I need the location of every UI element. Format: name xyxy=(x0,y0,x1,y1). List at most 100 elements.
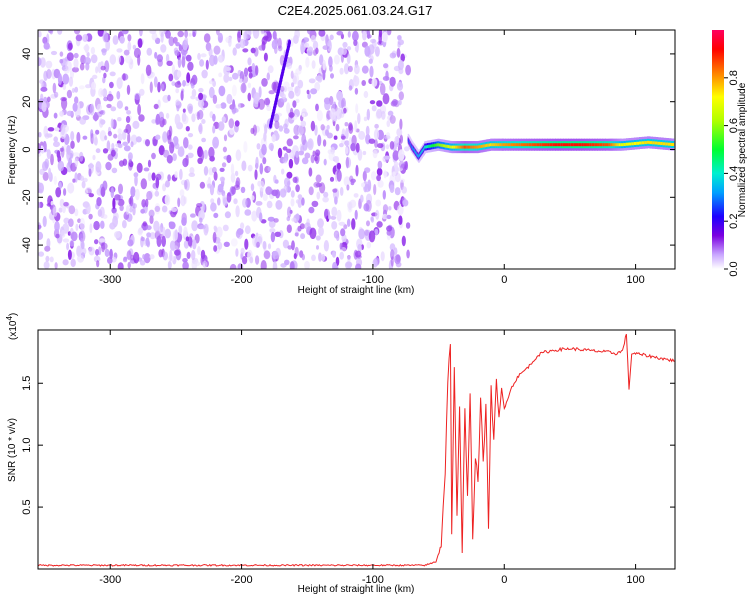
heatmap-cell xyxy=(55,187,62,198)
heatmap-cell xyxy=(365,199,372,212)
heatmap-cell xyxy=(389,76,396,87)
heatmap-cell xyxy=(93,221,99,226)
heatmap-cell xyxy=(40,57,46,68)
heatmap-cell xyxy=(500,143,503,147)
heatmap-cell xyxy=(307,30,313,35)
y-tick-label: 0 xyxy=(21,146,33,152)
heatmap-cell xyxy=(153,220,160,232)
x-tick-label: 100 xyxy=(626,274,644,286)
heatmap-cell xyxy=(187,133,194,138)
heatmap-cell xyxy=(132,206,136,216)
heatmap-cell xyxy=(117,198,125,207)
heatmap-cell xyxy=(162,226,166,239)
heatmap-cell xyxy=(376,143,384,149)
heatmap-cell xyxy=(42,215,47,228)
heatmap-cell xyxy=(199,224,206,230)
heatmap-cell xyxy=(531,143,535,147)
heatmap-cell xyxy=(332,251,336,258)
heatmap-cell xyxy=(370,216,374,222)
heatmap-cell xyxy=(161,205,168,213)
heatmap-cell xyxy=(368,58,373,64)
heatmap-cell xyxy=(314,124,318,136)
heatmap-cell xyxy=(97,209,103,217)
heatmap-cell xyxy=(316,245,319,250)
heatmap-cell xyxy=(641,141,646,145)
heatmap-cell xyxy=(390,256,394,267)
heatmap-cell xyxy=(364,167,371,173)
heatmap-cell xyxy=(490,143,493,147)
heatmap-cell xyxy=(74,86,79,93)
heatmap-cell xyxy=(118,160,125,167)
heatmap-cell xyxy=(288,158,294,169)
heatmap-cell xyxy=(135,136,142,143)
heatmap-cell xyxy=(74,208,79,217)
heatmap-cell xyxy=(54,127,60,132)
heatmap-cell xyxy=(171,64,176,75)
heatmap-cell xyxy=(387,110,394,117)
heatmap-cell xyxy=(154,190,160,197)
heatmap-cell xyxy=(617,143,620,147)
heatmap-cell xyxy=(166,60,173,66)
heatmap-cell xyxy=(167,174,171,182)
heatmap-cell xyxy=(218,85,226,97)
heatmap-cell xyxy=(382,76,390,81)
heatmap-cell xyxy=(50,50,58,56)
heatmap-cell xyxy=(388,206,392,211)
heatmap-cell xyxy=(267,243,272,250)
heatmap-cell xyxy=(270,231,276,243)
heatmap-cell xyxy=(220,102,227,109)
heatmap-cell xyxy=(311,254,316,262)
heatmap-cell xyxy=(77,254,85,263)
heatmap-cell xyxy=(197,109,204,120)
heatmap-cell xyxy=(652,141,656,145)
heatmap-cell xyxy=(398,99,402,106)
heatmap-cell xyxy=(97,30,104,37)
heatmap-cell xyxy=(38,231,44,240)
heatmap-cell xyxy=(670,143,675,146)
heatmap-cell xyxy=(286,102,291,115)
heatmap-cell xyxy=(268,142,274,151)
heatmap-cell xyxy=(305,56,310,68)
heatmap-cell xyxy=(181,114,189,125)
heatmap-cell xyxy=(297,79,304,89)
heatmap-cell xyxy=(100,119,106,125)
heatmap-cell xyxy=(66,242,70,251)
heatmap-cell xyxy=(426,145,430,149)
heatmap-cell xyxy=(371,78,378,87)
heatmap-cell xyxy=(66,144,71,155)
heatmap-cell xyxy=(484,144,487,148)
heatmap-cell xyxy=(232,99,236,110)
heatmap-cell xyxy=(453,145,456,149)
heatmap-cell xyxy=(341,47,348,56)
heatmap-cell xyxy=(100,220,105,229)
heatmap-cell xyxy=(228,37,232,47)
heatmap-cell xyxy=(294,85,301,97)
heatmap-cell xyxy=(552,143,556,147)
heatmap-cell xyxy=(523,143,528,147)
heatmap-cell xyxy=(86,51,90,58)
heatmap-cell xyxy=(155,177,160,189)
heatmap-cell xyxy=(662,142,667,146)
heatmap-cell xyxy=(96,103,102,112)
heatmap-cell xyxy=(70,140,75,149)
heatmap-cell xyxy=(259,212,263,222)
heatmap-cell xyxy=(241,160,247,172)
heatmap-cell xyxy=(145,198,149,208)
heatmap-cell xyxy=(343,224,348,230)
heatmap-cell xyxy=(67,182,75,194)
heatmap-cell xyxy=(310,35,317,43)
heatmap-cell xyxy=(174,249,181,256)
heatmap-cell xyxy=(56,150,61,159)
heatmap-cell xyxy=(466,145,469,149)
heatmap-cell xyxy=(147,159,152,168)
heatmap-cell xyxy=(463,145,466,149)
heatmap-cell xyxy=(102,30,109,43)
heatmap-cell xyxy=(208,80,214,85)
heatmap-cell xyxy=(65,60,72,71)
heatmap-cell xyxy=(66,110,74,117)
heatmap-cell xyxy=(266,200,273,209)
heatmap-cell xyxy=(235,248,239,257)
heatmap-cell xyxy=(198,210,205,221)
heatmap-cell xyxy=(72,152,80,157)
